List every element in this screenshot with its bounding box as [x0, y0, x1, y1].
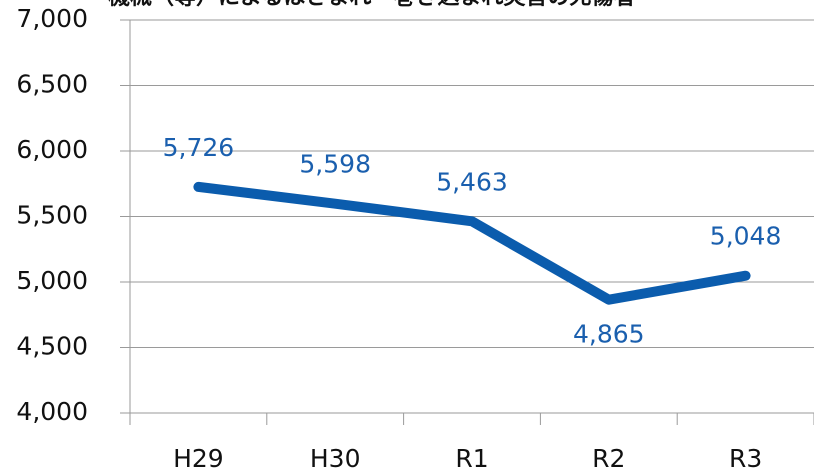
y-tick-label: 5,500: [16, 201, 88, 230]
y-tick-label: 4,500: [16, 332, 88, 361]
x-tick-label: H30: [310, 444, 361, 472]
y-tick-label: 7,000: [16, 4, 88, 33]
x-tick-label: R2: [592, 444, 625, 472]
x-tick-label: R1: [455, 444, 488, 472]
data-label: 5,463: [436, 167, 508, 196]
y-tick-label: 5,000: [16, 266, 88, 295]
y-tick-label: 6,500: [16, 70, 88, 99]
data-label: 5,598: [299, 150, 371, 179]
x-tick-label: H29: [173, 444, 224, 472]
y-tick-label: 4,000: [16, 397, 88, 426]
chart-title: 機械（等）によるはさまれ・巻き込まれ災害の死傷者: [108, 0, 635, 10]
data-label: 5,726: [163, 133, 235, 162]
x-tick-label: R3: [729, 444, 762, 472]
line: [193, 181, 751, 305]
data-label: 5,048: [710, 222, 782, 251]
y-tick-label: 6,000: [16, 135, 88, 164]
data-label: 4,865: [573, 320, 645, 349]
